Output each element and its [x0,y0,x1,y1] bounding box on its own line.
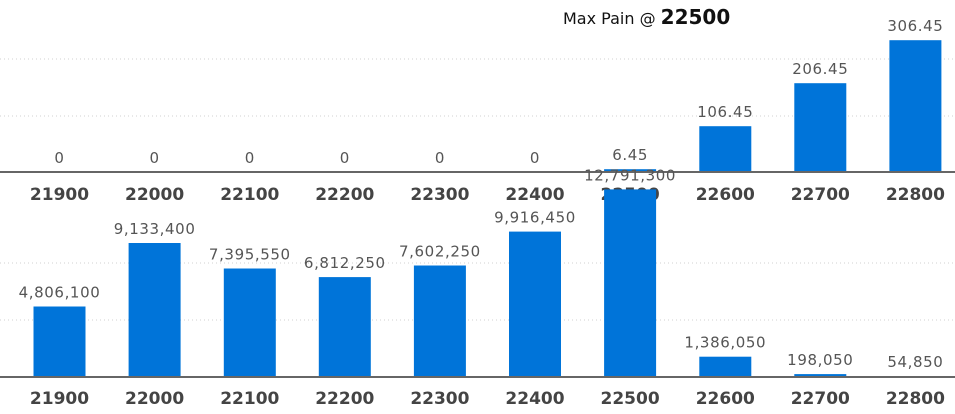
data-label-22700: 198,050 [787,351,853,369]
tick-label-22200: 22200 [315,389,374,409]
data-label-21900: 4,806,100 [19,284,101,302]
tick-label-22100: 22100 [220,185,279,205]
bar-21900[interactable] [33,306,86,378]
bar-22200[interactable] [318,277,371,377]
data-label-22200: 6,812,250 [304,254,386,272]
bar-22100[interactable] [223,268,276,378]
tick-label-22300: 22300 [410,389,469,409]
tick-label-22800: 22800 [886,389,945,409]
tick-label-22600: 22600 [696,389,755,409]
tick-label-22200: 22200 [315,185,374,205]
tick-label-21900: 21900 [30,185,89,205]
bar-22500[interactable] [604,169,657,172]
tick-label-22500: 22500 [601,389,660,409]
tick-label-22400: 22400 [505,389,564,409]
tick-label-21900: 21900 [30,389,89,409]
data-label-22800: 306.45 [887,17,943,35]
chart-panel-payoff: 0 21900 0 22000 0 22100 0 22200 0 22300 0 22400 6.45… [0,17,955,205]
bar-22700[interactable] [794,374,847,377]
chart-panel-pain: 4,806,100 21900 9,133,400 22000 7,395,550 221… [0,166,955,409]
data-label-22500: 12,791,300 [584,166,676,184]
data-label-22300: 0 [435,149,445,167]
data-label-22300: 7,602,250 [399,243,481,261]
data-label-21900: 0 [54,149,64,167]
bar-22800[interactable] [889,40,942,173]
tick-label-22800: 22800 [886,185,945,205]
data-label-22400: 9,916,450 [494,209,576,227]
data-label-22600: 106.45 [697,103,753,121]
tick-label-22600: 22600 [696,185,755,205]
data-label-22100: 0 [245,149,255,167]
data-label-22000: 9,133,400 [114,220,196,238]
data-label-22700: 206.45 [792,60,848,78]
bar-22600[interactable] [699,126,752,172]
bar-22400[interactable] [509,231,561,377]
bar-22600[interactable] [699,356,752,377]
tick-label-22700: 22700 [791,185,850,205]
tick-label-22000: 22000 [125,185,184,205]
tick-label-22700: 22700 [791,389,850,409]
bar-22300[interactable] [413,265,466,378]
tick-label-22000: 22000 [125,389,184,409]
data-label-22800: 54,850 [887,353,943,371]
max-pain-label: Max Pain @ [563,9,656,28]
tick-label-22300: 22300 [410,185,469,205]
bar-22700[interactable] [794,83,847,172]
data-label-22200: 0 [340,149,350,167]
tick-label-22400: 22400 [505,185,564,205]
data-label-22600: 1,386,050 [684,334,766,352]
data-label-22000: 0 [150,149,160,167]
chart-title: Max Pain @ 22500 [563,4,730,30]
max-pain-value: 22500 [660,5,731,29]
data-label-22100: 7,395,550 [209,246,291,264]
bar-22500[interactable] [604,189,657,377]
bar-22000[interactable] [128,243,181,377]
data-label-22500: 6.45 [612,146,648,164]
tick-label-22100: 22100 [220,389,279,409]
data-label-22400: 0 [530,149,540,167]
